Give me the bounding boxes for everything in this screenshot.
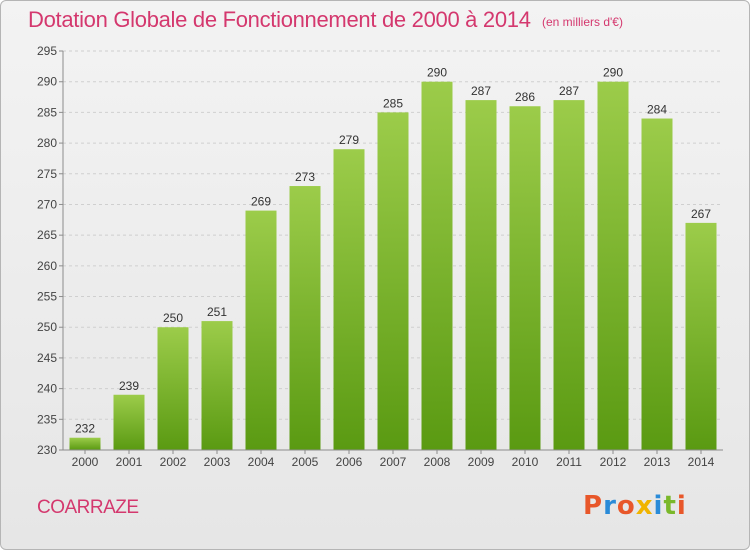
bar-2002[interactable] <box>157 327 189 450</box>
data-label: 287 <box>559 84 579 98</box>
axes: 2302352402452502552602652702752802852902… <box>37 44 723 469</box>
y-tick-label: 265 <box>37 228 57 242</box>
bar-2014[interactable] <box>685 222 717 450</box>
data-label: 284 <box>647 103 667 117</box>
y-tick-label: 245 <box>37 351 57 365</box>
x-tick-label: 2007 <box>380 455 407 469</box>
bar-2007[interactable] <box>377 112 409 450</box>
bar-2010[interactable] <box>509 106 541 450</box>
data-label: 267 <box>691 207 711 221</box>
commune-name: COARRAZE <box>37 497 139 518</box>
data-label: 290 <box>603 66 623 80</box>
bar-2011[interactable] <box>553 100 585 450</box>
logo-letter: i <box>653 491 664 521</box>
proxiti-logo[interactable]: Proxiti <box>583 491 687 521</box>
x-tick-label: 2012 <box>600 455 627 469</box>
logo-letter: r <box>603 491 617 521</box>
data-label: 287 <box>471 84 491 98</box>
data-label: 250 <box>163 311 183 325</box>
data-label: 251 <box>207 305 227 319</box>
x-tick-label: 2003 <box>204 455 231 469</box>
data-label: 286 <box>515 90 535 104</box>
y-tick-label: 275 <box>37 167 57 181</box>
y-tick-label: 290 <box>37 75 57 89</box>
x-tick-label: 2014 <box>688 455 715 469</box>
y-tick-label: 255 <box>37 290 57 304</box>
logo-letter: i <box>676 491 687 521</box>
logo-letter: o <box>616 491 636 521</box>
x-tick-label: 2004 <box>248 455 275 469</box>
x-tick-label: 2011 <box>556 455 582 469</box>
bar-2012[interactable] <box>597 81 629 450</box>
x-tick-label: 2000 <box>72 455 99 469</box>
data-label: 269 <box>251 195 271 209</box>
logo-letter: t <box>663 491 677 521</box>
y-tick-label: 235 <box>37 412 57 426</box>
x-tick-label: 2008 <box>424 455 451 469</box>
data-label: 273 <box>295 170 315 184</box>
x-tick-label: 2001 <box>116 455 143 469</box>
x-tick-label: 2013 <box>644 455 671 469</box>
bar-2009[interactable] <box>465 100 497 450</box>
bar-2003[interactable] <box>201 321 233 450</box>
chart-unit-label: (en milliers d'€) <box>542 15 623 29</box>
y-tick-label: 295 <box>37 44 57 58</box>
bar-2006[interactable] <box>333 149 365 450</box>
data-label: 285 <box>383 96 403 110</box>
chart-title: Dotation Globale de Fonctionnement de 20… <box>28 7 531 32</box>
y-tick-label: 250 <box>37 320 57 334</box>
y-tick-label: 260 <box>37 259 57 273</box>
y-tick-label: 240 <box>37 382 57 396</box>
x-tick-label: 2002 <box>160 455 187 469</box>
bar-2000[interactable] <box>69 437 101 450</box>
bar-2005[interactable] <box>289 186 321 451</box>
data-label: 290 <box>427 66 447 80</box>
bar-2001[interactable] <box>113 394 145 450</box>
y-tick-label: 230 <box>37 443 57 457</box>
x-tick-label: 2005 <box>292 455 319 469</box>
logo-letter: x <box>635 491 654 521</box>
x-tick-label: 2009 <box>468 455 495 469</box>
bar-2008[interactable] <box>421 81 453 450</box>
bar-2004[interactable] <box>245 210 277 450</box>
bar-2013[interactable] <box>641 118 673 451</box>
data-label: 232 <box>75 422 95 436</box>
data-label: 279 <box>339 133 359 147</box>
logo-letter: P <box>583 491 604 521</box>
y-tick-label: 280 <box>37 136 57 150</box>
bars: 232 239 250 251 269 273 279 285 290 287 286 287 290 2… <box>69 66 717 451</box>
data-label: 239 <box>119 379 139 393</box>
x-tick-label: 2006 <box>336 455 363 469</box>
y-tick-label: 285 <box>37 105 57 119</box>
x-tick-label: 2010 <box>512 455 539 469</box>
y-tick-label: 270 <box>37 197 57 211</box>
